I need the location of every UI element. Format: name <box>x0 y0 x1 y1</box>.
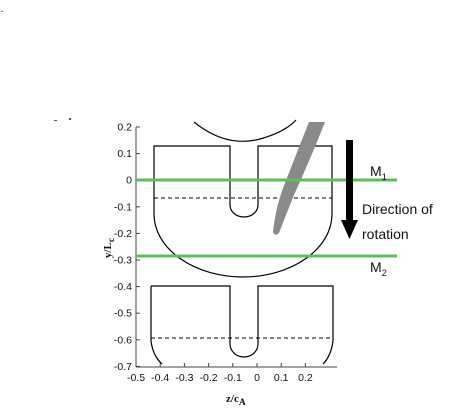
x-tick-label: -0.4 <box>151 372 169 384</box>
y-tick-label: -0.4 <box>114 281 132 293</box>
y-tick-label: -0.5 <box>114 308 132 320</box>
y-tick-label: 0.2 <box>117 122 132 134</box>
x-tick-label: 0.2 <box>298 372 313 384</box>
x-tick-label: -0.1 <box>224 372 242 384</box>
lower-blade-outline <box>151 286 333 364</box>
x-tick-label: -0.2 <box>200 372 218 384</box>
x-tick-label: -0.3 <box>175 372 193 384</box>
upper-rotor-arc <box>194 120 296 141</box>
wake-shadow <box>273 122 325 235</box>
direction-label-line1: Direction of <box>362 201 433 217</box>
y-tick-label: -0.3 <box>114 255 132 267</box>
direction-label-line2: rotation <box>362 226 409 242</box>
x-tick-label: 0.1 <box>274 372 289 384</box>
stray-mark-top-left <box>1 11 3 12</box>
y-tick-label: 0.1 <box>117 148 132 160</box>
stray-mark-top-axis <box>54 120 57 121</box>
rotation-arrow-shaft <box>346 140 353 220</box>
rotation-arrow <box>341 140 358 239</box>
x-axis-ticks: -0.5 -0.4 -0.3 -0.2 -0.1 0 0.1 0.2 <box>127 363 313 384</box>
x-tick-label: -0.5 <box>127 372 145 384</box>
y-tick-label: 0 <box>126 175 132 187</box>
m2-label: M2 <box>370 259 387 279</box>
x-tick-label: 0 <box>254 372 260 384</box>
y-tick-label: -0.1 <box>114 201 132 213</box>
rotation-arrow-head <box>341 220 358 239</box>
stray-mark-top-axis-2 <box>69 118 71 120</box>
x-axis-label: z/cA <box>226 393 246 408</box>
y-tick-label: -0.6 <box>114 334 132 346</box>
